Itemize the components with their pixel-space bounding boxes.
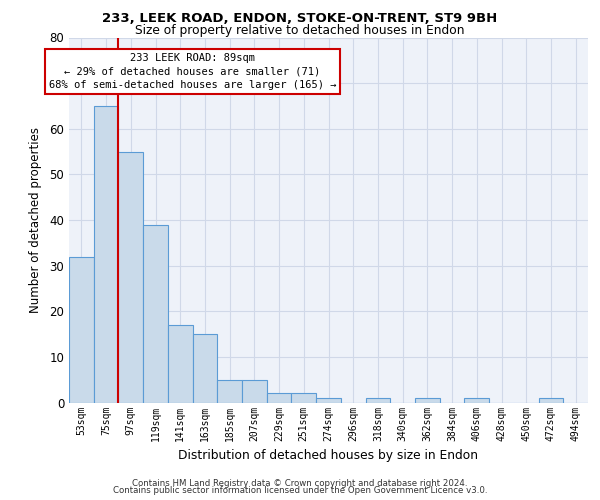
Bar bbox=[415, 398, 440, 402]
Bar bbox=[242, 380, 267, 402]
Bar bbox=[118, 152, 143, 402]
Text: Size of property relative to detached houses in Endon: Size of property relative to detached ho… bbox=[135, 24, 465, 37]
Bar bbox=[193, 334, 217, 402]
Bar bbox=[365, 398, 390, 402]
Bar bbox=[217, 380, 242, 402]
Text: Contains HM Land Registry data © Crown copyright and database right 2024.: Contains HM Land Registry data © Crown c… bbox=[132, 478, 468, 488]
Bar bbox=[316, 398, 341, 402]
X-axis label: Distribution of detached houses by size in Endon: Distribution of detached houses by size … bbox=[179, 449, 479, 462]
Text: Contains public sector information licensed under the Open Government Licence v3: Contains public sector information licen… bbox=[113, 486, 487, 495]
Bar bbox=[143, 224, 168, 402]
Bar bbox=[539, 398, 563, 402]
Bar bbox=[168, 325, 193, 402]
Bar bbox=[94, 106, 118, 403]
Bar bbox=[292, 394, 316, 402]
Text: 233, LEEK ROAD, ENDON, STOKE-ON-TRENT, ST9 9BH: 233, LEEK ROAD, ENDON, STOKE-ON-TRENT, S… bbox=[103, 12, 497, 26]
Bar bbox=[464, 398, 489, 402]
Text: 233 LEEK ROAD: 89sqm
← 29% of detached houses are smaller (71)
68% of semi-detac: 233 LEEK ROAD: 89sqm ← 29% of detached h… bbox=[49, 54, 337, 90]
Bar bbox=[69, 256, 94, 402]
Bar bbox=[267, 394, 292, 402]
Y-axis label: Number of detached properties: Number of detached properties bbox=[29, 127, 43, 313]
